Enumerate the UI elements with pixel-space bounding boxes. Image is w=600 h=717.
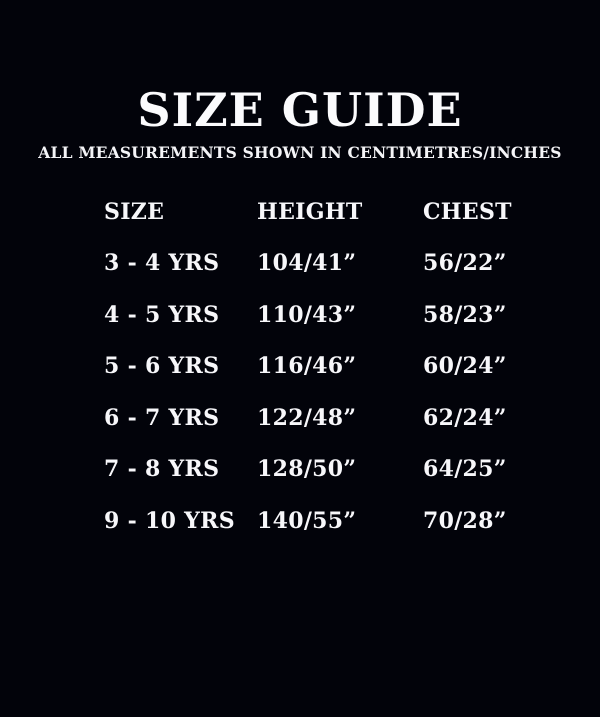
cell-height: 104/41” <box>257 250 357 277</box>
size-guide-title: SIZE GUIDE <box>137 83 463 137</box>
table-row: 9 - 10 YRS 140/55” 70/28” <box>104 495 560 547</box>
cell-size: 5 - 6 YRS <box>104 353 220 380</box>
table-row: 7 - 8 YRS 128/50” 64/25” <box>104 444 560 496</box>
size-table: SIZE HEIGHT CHEST 3 - 4 YRS 104/41” 56/2… <box>0 186 600 547</box>
size-guide-panel: SIZE GUIDE ALL MEASUREMENTS SHOWN IN CEN… <box>0 84 600 717</box>
table-header-row: SIZE HEIGHT CHEST <box>104 186 560 238</box>
cell-height: 116/46” <box>257 353 357 380</box>
table-row: 6 - 7 YRS 122/48” 62/24” <box>104 392 560 444</box>
cell-size: 9 - 10 YRS <box>104 507 235 534</box>
cell-chest: 60/24” <box>423 353 507 380</box>
cell-size: 7 - 8 YRS <box>104 456 220 483</box>
column-header-size: SIZE <box>104 198 165 225</box>
cell-size: 3 - 4 YRS <box>104 250 220 277</box>
cell-chest: 64/25” <box>423 456 507 483</box>
table-row: 5 - 6 YRS 116/46” 60/24” <box>104 341 560 393</box>
column-header-chest: CHEST <box>423 198 512 225</box>
cell-size: 6 - 7 YRS <box>104 404 220 431</box>
table-row: 4 - 5 YRS 110/43” 58/23” <box>104 289 560 341</box>
cell-chest: 62/24” <box>423 404 507 431</box>
cell-chest: 56/22” <box>423 250 507 277</box>
table-row: 3 - 4 YRS 104/41” 56/22” <box>104 238 560 290</box>
cell-chest: 70/28” <box>423 507 507 534</box>
cell-chest: 58/23” <box>423 301 507 328</box>
cell-height: 128/50” <box>257 456 357 483</box>
cell-size: 4 - 5 YRS <box>104 301 220 328</box>
cell-height: 110/43” <box>257 301 357 328</box>
size-guide-subtitle: ALL MEASUREMENTS SHOWN IN CENTIMETRES/IN… <box>38 143 562 162</box>
cell-height: 122/48” <box>257 404 357 431</box>
column-header-height: HEIGHT <box>257 198 363 225</box>
cell-height: 140/55” <box>257 507 357 534</box>
